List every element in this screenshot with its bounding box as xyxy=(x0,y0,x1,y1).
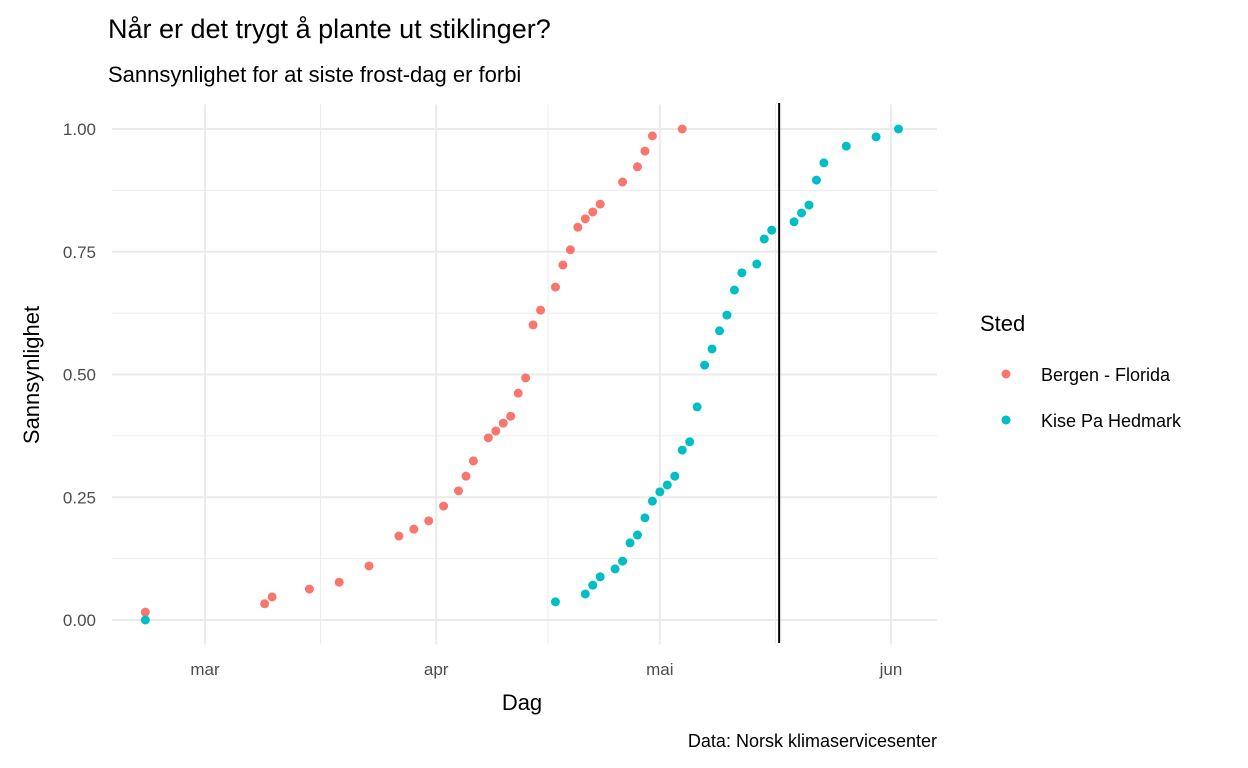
legend-label-kise: Kise Pa Hedmark xyxy=(1041,411,1182,431)
point-kise xyxy=(655,487,665,497)
legend-label-bergen: Bergen - Florida xyxy=(1041,365,1171,385)
point-kise xyxy=(752,259,762,269)
point-kise xyxy=(625,538,635,548)
point-bergen xyxy=(588,207,598,217)
point-bergen xyxy=(424,516,434,526)
point-kise xyxy=(789,217,799,227)
x-tick-label: mai xyxy=(646,660,673,679)
point-kise xyxy=(618,556,628,566)
point-bergen xyxy=(468,456,478,466)
y-tick-label: 0.00 xyxy=(63,611,96,630)
point-bergen xyxy=(334,577,344,587)
chart-caption: Data: Norsk klimaservicesenter xyxy=(687,731,937,751)
y-tick-label: 0.75 xyxy=(63,243,96,262)
y-tick-label: 0.25 xyxy=(63,488,96,507)
point-bergen xyxy=(498,418,508,428)
legend-key-bergen xyxy=(1001,369,1011,379)
point-kise xyxy=(700,360,710,370)
point-kise xyxy=(729,285,739,295)
chart-subtitle: Sannsynlighet for at siste frost-dag er … xyxy=(108,62,522,87)
point-bergen xyxy=(506,411,516,421)
point-kise xyxy=(595,572,605,582)
point-bergen xyxy=(409,524,419,534)
point-bergen xyxy=(647,131,657,141)
point-bergen xyxy=(595,199,605,209)
point-bergen xyxy=(536,305,546,315)
x-tick-label: jun xyxy=(879,660,903,679)
point-kise xyxy=(632,530,642,540)
point-kise xyxy=(759,234,769,244)
point-bergen xyxy=(632,162,642,172)
point-bergen xyxy=(267,592,277,602)
point-bergen xyxy=(140,607,150,617)
point-bergen xyxy=(461,471,471,481)
point-kise xyxy=(685,437,695,447)
point-kise xyxy=(610,564,620,574)
point-kise xyxy=(588,580,598,590)
point-kise xyxy=(797,208,807,218)
point-bergen xyxy=(528,320,538,330)
point-kise xyxy=(580,589,590,599)
point-bergen xyxy=(304,584,314,594)
point-kise xyxy=(647,496,657,506)
point-bergen xyxy=(550,282,560,292)
point-bergen xyxy=(491,426,501,436)
x-axis-label: Dag xyxy=(502,690,542,715)
point-kise xyxy=(715,326,724,336)
legend-title: Sted xyxy=(980,311,1025,336)
point-kise xyxy=(707,344,717,354)
point-kise xyxy=(662,480,672,490)
point-bergen xyxy=(677,124,687,134)
point-kise xyxy=(692,402,702,412)
point-bergen xyxy=(364,561,374,571)
point-bergen xyxy=(260,599,270,609)
point-bergen xyxy=(513,388,523,398)
point-kise xyxy=(670,471,680,481)
point-kise xyxy=(640,513,650,523)
point-kise xyxy=(767,225,777,235)
point-kise xyxy=(804,200,814,210)
point-kise xyxy=(737,268,747,278)
point-kise xyxy=(140,615,150,625)
point-bergen xyxy=(394,531,404,541)
x-tick-label: mar xyxy=(190,660,220,679)
point-bergen xyxy=(580,214,590,224)
legend-key-kise xyxy=(1001,415,1011,425)
point-bergen xyxy=(558,260,568,270)
point-bergen xyxy=(483,433,493,443)
point-bergen xyxy=(521,373,531,383)
point-bergen xyxy=(454,486,464,496)
point-bergen xyxy=(565,245,575,255)
point-kise xyxy=(893,124,903,134)
y-tick-label: 1.00 xyxy=(63,120,96,139)
point-kise xyxy=(819,158,829,168)
point-bergen xyxy=(640,146,650,156)
y-tick-label: 0.50 xyxy=(63,366,96,385)
x-tick-label: apr xyxy=(424,660,449,679)
point-bergen xyxy=(618,177,628,187)
point-kise xyxy=(871,132,881,142)
point-kise xyxy=(550,597,560,607)
point-bergen xyxy=(439,501,449,511)
chart-title: Når er det trygt å plante ut stiklinger? xyxy=(108,14,551,44)
y-axis-label: Sannsynlighet xyxy=(19,306,44,444)
point-kise xyxy=(811,175,821,185)
point-kise xyxy=(722,310,732,320)
point-kise xyxy=(841,141,851,151)
point-kise xyxy=(677,445,687,455)
point-bergen xyxy=(573,222,583,232)
legend: Sted Bergen - Florida Kise Pa Hedmark xyxy=(980,311,1182,431)
